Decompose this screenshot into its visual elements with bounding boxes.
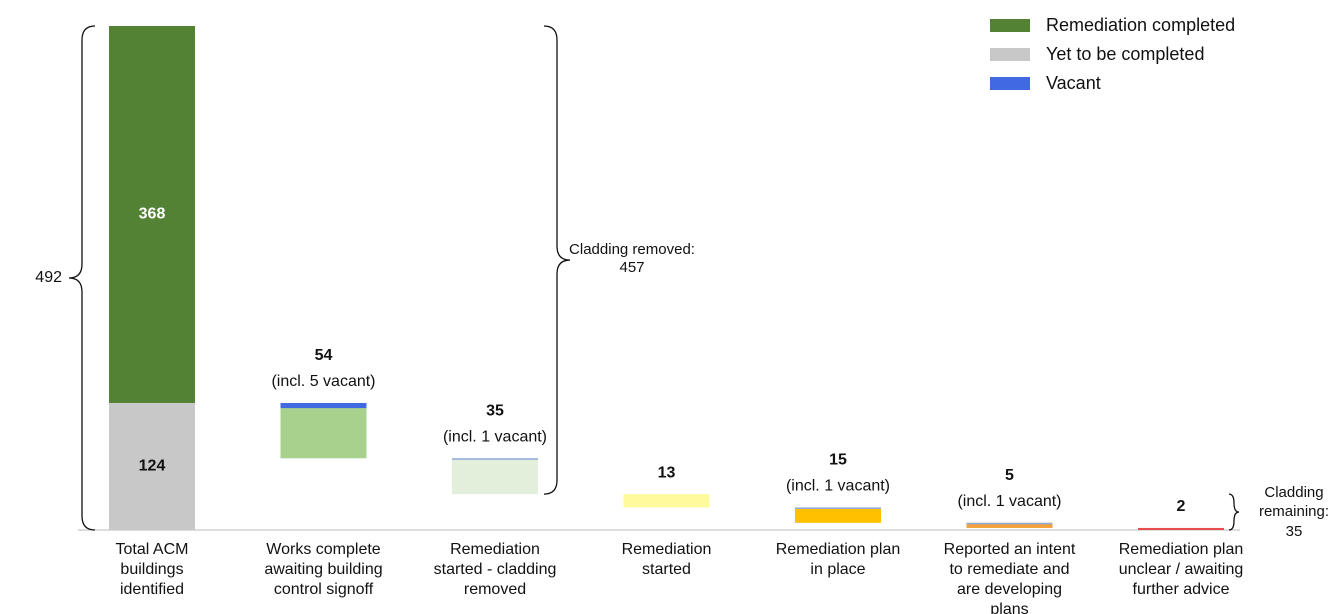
step-label: 13 bbox=[658, 464, 676, 481]
x-tick-label: further advice bbox=[1133, 581, 1230, 598]
x-tick-label: awaiting building bbox=[264, 561, 382, 578]
x-tick-label: started - cladding bbox=[434, 561, 557, 578]
legend-swatch bbox=[990, 19, 1030, 32]
x-tick-label: plans bbox=[990, 601, 1028, 614]
x-tick-label: unclear / awaiting bbox=[1119, 561, 1244, 578]
legend-label: Yet to be completed bbox=[1046, 44, 1204, 64]
legend-swatch bbox=[990, 77, 1030, 90]
total-brace bbox=[68, 25, 96, 531]
step-label: 5 bbox=[1005, 467, 1014, 484]
remaining-brace bbox=[1228, 493, 1240, 531]
step-label: 35 bbox=[486, 403, 504, 420]
legend-label: Remediation completed bbox=[1046, 15, 1235, 35]
x-tick-label: identified bbox=[120, 581, 184, 598]
vacant-bar bbox=[280, 402, 367, 409]
step-bar bbox=[280, 402, 367, 459]
legend-swatch bbox=[990, 48, 1030, 61]
x-tick-label: Remediation bbox=[450, 541, 540, 558]
vacant-label: (incl. 1 vacant) bbox=[443, 429, 547, 446]
remaining-label: Cladding bbox=[1264, 484, 1323, 501]
remaining-label: remaining: bbox=[1259, 503, 1329, 520]
step-label: 15 bbox=[829, 452, 847, 469]
removed-brace bbox=[543, 25, 571, 495]
x-tick-label: Remediation plan bbox=[776, 541, 901, 558]
x-tick-label: Remediation bbox=[622, 541, 712, 558]
bar-label: 368 bbox=[139, 206, 166, 223]
vacant-label: (incl. 5 vacant) bbox=[271, 373, 375, 390]
x-tick-label: started bbox=[642, 561, 691, 578]
removed-value: 457 bbox=[619, 259, 644, 276]
step-bar bbox=[623, 494, 710, 508]
x-tick-label: in place bbox=[810, 561, 865, 578]
x-tick-label: control signoff bbox=[274, 581, 374, 598]
step-bar bbox=[795, 507, 881, 523]
step-label: 2 bbox=[1177, 498, 1186, 515]
vacant-label: (incl. 1 vacant) bbox=[786, 478, 890, 495]
x-tick-label: are developing bbox=[957, 581, 1062, 598]
step-bar bbox=[452, 458, 538, 495]
bar-completed bbox=[109, 26, 195, 403]
x-tick-label: Total ACM bbox=[116, 541, 189, 558]
vacant-bar bbox=[452, 458, 538, 460]
total-label: 492 bbox=[35, 269, 62, 286]
step-label: 54 bbox=[315, 347, 333, 364]
bar-remaining bbox=[109, 402, 195, 530]
x-tick-label: buildings bbox=[120, 561, 183, 578]
x-tick-label: removed bbox=[464, 581, 526, 598]
x-tick-label: Remediation plan bbox=[1119, 541, 1244, 558]
remaining-value: 35 bbox=[1286, 523, 1303, 540]
removed-label: Cladding removed: bbox=[569, 241, 695, 258]
vacant-bar bbox=[795, 507, 881, 509]
bar-label: 124 bbox=[139, 458, 166, 475]
step-bar bbox=[966, 522, 1053, 528]
x-tick-label: Works complete bbox=[266, 541, 381, 558]
vacant-label: (incl. 1 vacant) bbox=[957, 493, 1061, 510]
x-tick-label: Reported an intent bbox=[944, 541, 1076, 558]
step-bar bbox=[1138, 527, 1224, 530]
legend-label: Vacant bbox=[1046, 73, 1101, 93]
x-tick-label: to remediate and bbox=[949, 561, 1069, 578]
vacant-bar bbox=[966, 522, 1053, 525]
